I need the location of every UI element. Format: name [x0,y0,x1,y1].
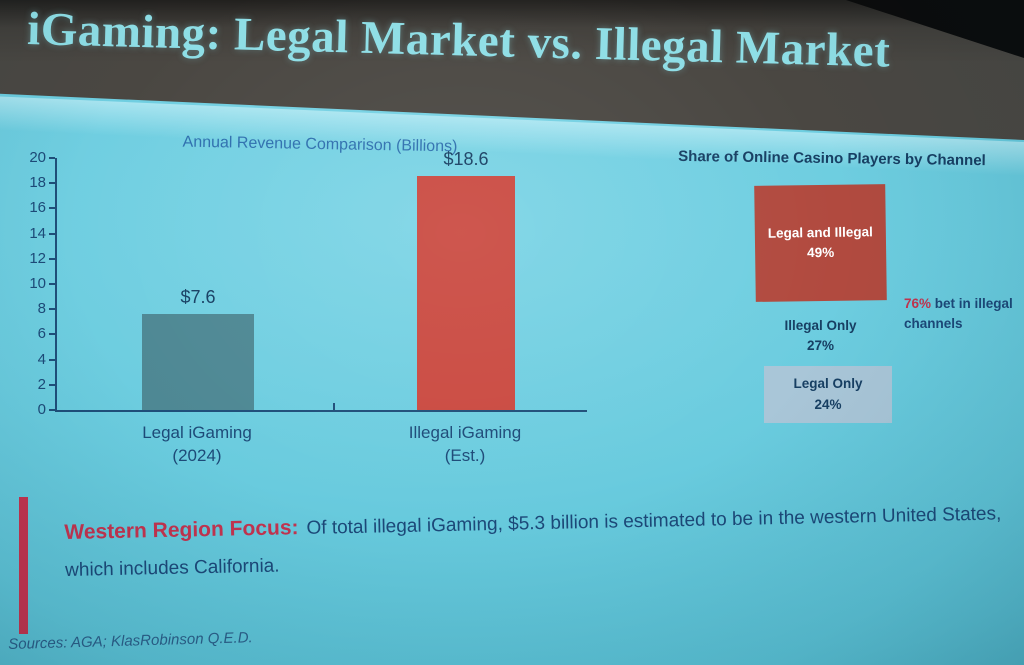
y-tick-label: 10 [29,275,46,292]
revenue-bar-legal [142,314,254,410]
callout-body: Of total illegal iGaming, $5.3 billion i… [64,503,1002,581]
western-region-callout: Western Region Focus: Of total illegal iG… [64,494,1017,588]
segment-label: Legal and Illegal [767,224,873,241]
category-label-line1: Legal iGaming [142,423,252,442]
y-tick-mark [49,358,55,361]
y-tick-label: 4 [37,350,46,368]
y-tick-label: 14 [29,224,46,242]
y-tick-label: 18 [29,174,46,192]
segment-percent: 49% [807,244,835,261]
category-label-line1: Illegal iGaming [408,423,522,442]
y-tick-mark [49,207,55,210]
bar-value-label: $7.6 [180,287,216,308]
y-tick-mark [49,383,55,386]
category-label-line2: (2024) [172,445,222,465]
y-tick-label: 6 [37,325,46,343]
annotation-highlight: 76% [904,296,932,311]
revenue-plot-area: 0 2 4 6 8 10 12 14 16 18 20 $7.6 $18.6 [29,149,587,418]
share-chart-title: Share of Online Casino Players by Channe… [678,147,986,170]
y-tick-label: 8 [37,300,46,318]
callout-accent-bar [19,497,28,634]
segment-legal-only: Legal Only 24% [764,366,892,423]
revenue-bar-illegal [417,175,515,410]
y-tick-mark [49,308,55,311]
annotation-text-line2: channels [904,315,963,331]
segment-label: Legal Only [793,376,863,392]
y-tick-label: 2 [37,375,46,393]
annotation-text: bet in illegal [931,296,1013,311]
callout-lead: Western Region Focus: [64,516,299,544]
category-label-illegal-igaming: Illegal iGaming (Est.) [387,422,543,468]
y-tick-mark [49,283,55,285]
x-axis-midpoint-tick [332,403,335,410]
segment-legal-and-illegal: Legal and Illegal 49% [754,184,887,302]
segment-label: Illegal Only [784,318,857,333]
y-tick-mark [49,182,55,185]
bar-value-label: $18.6 [443,148,489,169]
slide-title: iGaming: Legal Market vs. Illegal Market [26,2,891,78]
share-of-players-chart: Share of Online Casino Players by Channe… [640,140,1024,455]
y-tick-mark [49,409,55,411]
y-tick-label: 0 [37,401,46,418]
y-tick-mark [49,232,55,235]
y-tick-mark [49,333,55,336]
segment-percent: 27% [806,338,835,354]
y-tick-mark [49,157,55,159]
y-tick-mark [49,257,55,260]
category-label-line2: (Est.) [444,445,486,465]
category-label-legal-igaming: Legal iGaming (2024) [119,422,275,468]
segment-illegal-only: Illegal Only 27% [750,316,891,357]
sources-line: Sources: AGA; KlasRobinson Q.E.D. [8,629,253,653]
illegal-channels-annotation: 76% bet in illegal channels [904,294,1022,333]
y-tick-label: 12 [29,249,46,267]
segment-percent: 24% [814,396,842,412]
y-tick-label: 16 [29,199,46,217]
y-tick-label: 20 [29,149,46,166]
